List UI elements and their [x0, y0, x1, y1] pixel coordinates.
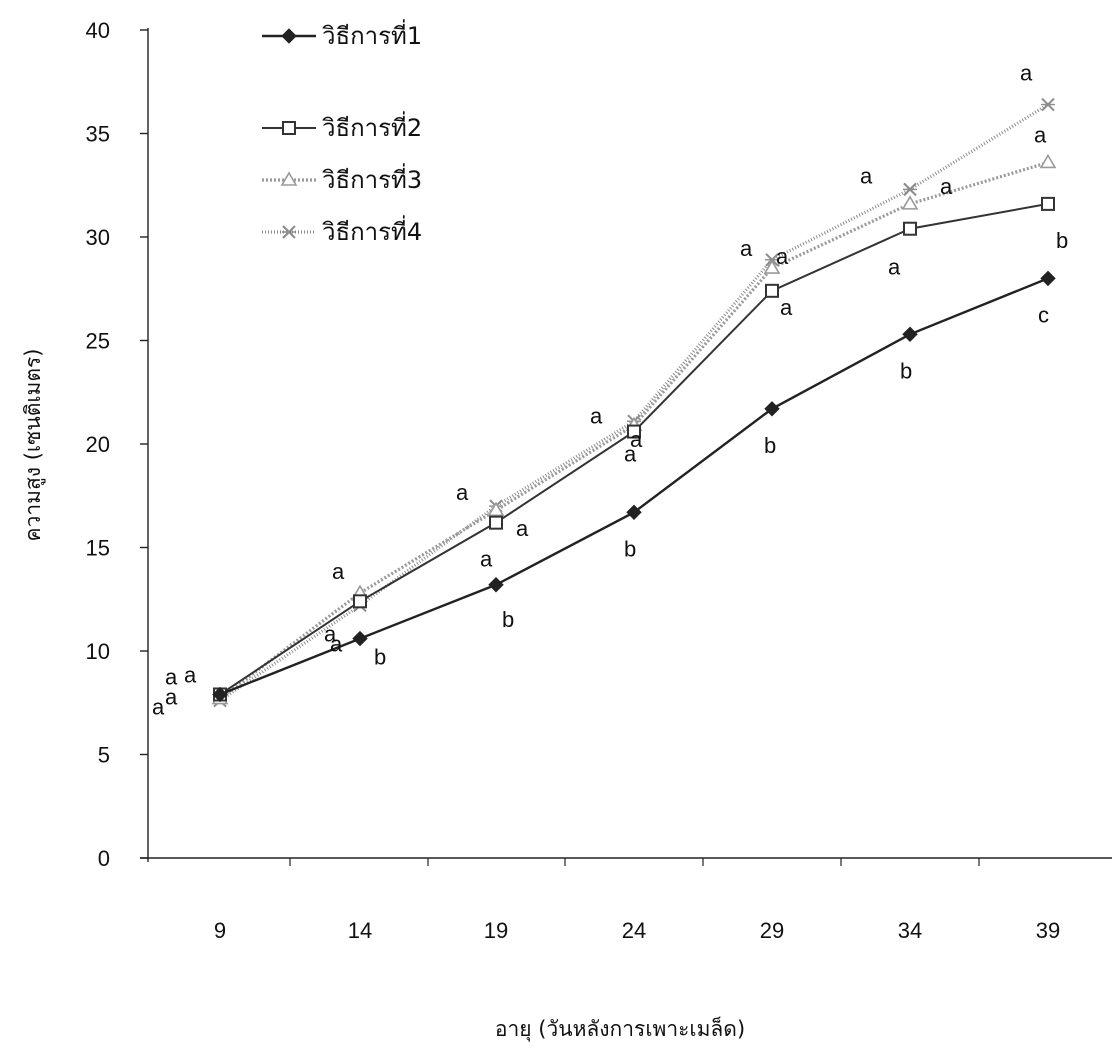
x-tick-label: 39 — [1036, 918, 1060, 943]
significance-letter: a — [1020, 61, 1033, 86]
data-point — [353, 594, 367, 609]
significance-letter: a — [324, 621, 337, 646]
significance-letter: c — [1038, 302, 1049, 327]
y-axis-title: ความสูง (เซนติเมตร) — [21, 349, 46, 542]
significance-letter: a — [888, 255, 901, 280]
significance-letter: a — [860, 163, 873, 188]
data-point — [765, 283, 779, 298]
x-tick-label: 19 — [484, 918, 508, 943]
y-tick-label: 25 — [86, 329, 110, 354]
legend-item-3: วิธีการที่3 — [262, 163, 422, 194]
data-point — [627, 424, 641, 439]
significance-letter: a — [456, 480, 469, 505]
legend: วิธีการที่1 วิธีการที่2 วิธีการที่3 วิธีการ… — [262, 19, 422, 246]
data-point — [280, 171, 298, 186]
significance-letter: b — [374, 645, 386, 670]
data-point — [1041, 196, 1055, 211]
significance-letter: a — [590, 404, 603, 429]
y-tick-label: 10 — [86, 639, 110, 664]
x-axis-title: อายุ (วันหลังการเพาะเมล็ด) — [495, 1015, 745, 1042]
significance-letter: a — [940, 174, 953, 199]
data-point — [764, 401, 780, 417]
significance-letter: a — [1034, 122, 1047, 147]
y-tick-label: 35 — [86, 122, 110, 147]
x-tick-label: 34 — [898, 918, 922, 943]
data-point — [626, 504, 642, 521]
series-2 — [213, 196, 1055, 702]
significance-letter: a — [624, 441, 637, 466]
significance-letter: b — [764, 433, 776, 458]
significance-letter: b — [900, 358, 912, 383]
significance-letter: b — [624, 536, 636, 561]
data-point — [1040, 270, 1056, 287]
data-point — [902, 326, 918, 342]
y-tick-label: 5 — [98, 743, 110, 768]
legend-item-2: วิธีการที่2 — [262, 111, 422, 142]
data-point — [763, 259, 781, 274]
legend-label: วิธีการที่1 — [321, 19, 422, 50]
data-point — [488, 577, 504, 593]
significance-letter: a — [516, 516, 529, 541]
series-1 — [212, 270, 1056, 703]
x-tick-label: 9 — [214, 918, 226, 943]
y-tick-label: 40 — [86, 18, 110, 43]
y-tick-label: 0 — [98, 846, 110, 871]
significance-letter: a — [630, 427, 643, 452]
significance-letter: a — [740, 236, 753, 261]
data-point — [487, 501, 505, 517]
y-tick-label: 30 — [86, 225, 110, 250]
data-point — [903, 221, 917, 236]
legend-label: วิธีการที่3 — [321, 163, 422, 194]
significance-letters-series-1: a b b b b b c — [165, 302, 1049, 689]
significance-letter: b — [502, 607, 514, 632]
legend-label: วิธีการที่2 — [321, 111, 422, 142]
y-tick-label: 15 — [86, 536, 110, 561]
significance-letter: a — [480, 547, 493, 572]
y-tick-label: 20 — [86, 432, 110, 457]
significance-letter: a — [330, 631, 343, 656]
data-point — [281, 28, 297, 44]
significance-letter: a — [184, 662, 197, 687]
significance-letter: a — [152, 695, 165, 720]
data-point — [901, 195, 919, 210]
significance-letter: b — [1056, 228, 1068, 253]
legend-item-4: วิธีการที่4 — [262, 215, 422, 246]
series-line — [219, 277, 1049, 696]
data-point — [1039, 153, 1057, 169]
legend-label: วิธีการที่4 — [321, 215, 422, 246]
x-tick-label: 14 — [348, 918, 372, 943]
x-tick-label: 29 — [760, 918, 784, 943]
data-point — [352, 630, 368, 647]
data-point — [489, 515, 503, 530]
significance-letter: a — [165, 685, 178, 710]
data-point — [212, 686, 228, 703]
significance-letter: a — [780, 295, 793, 320]
significance-letter: a — [165, 664, 178, 689]
x-tick-label: 24 — [622, 918, 646, 943]
significance-letter: a — [332, 559, 345, 584]
data-point — [282, 121, 296, 135]
legend-item-1: วิธีการที่1 — [262, 19, 422, 50]
significance-letter: a — [776, 244, 789, 269]
